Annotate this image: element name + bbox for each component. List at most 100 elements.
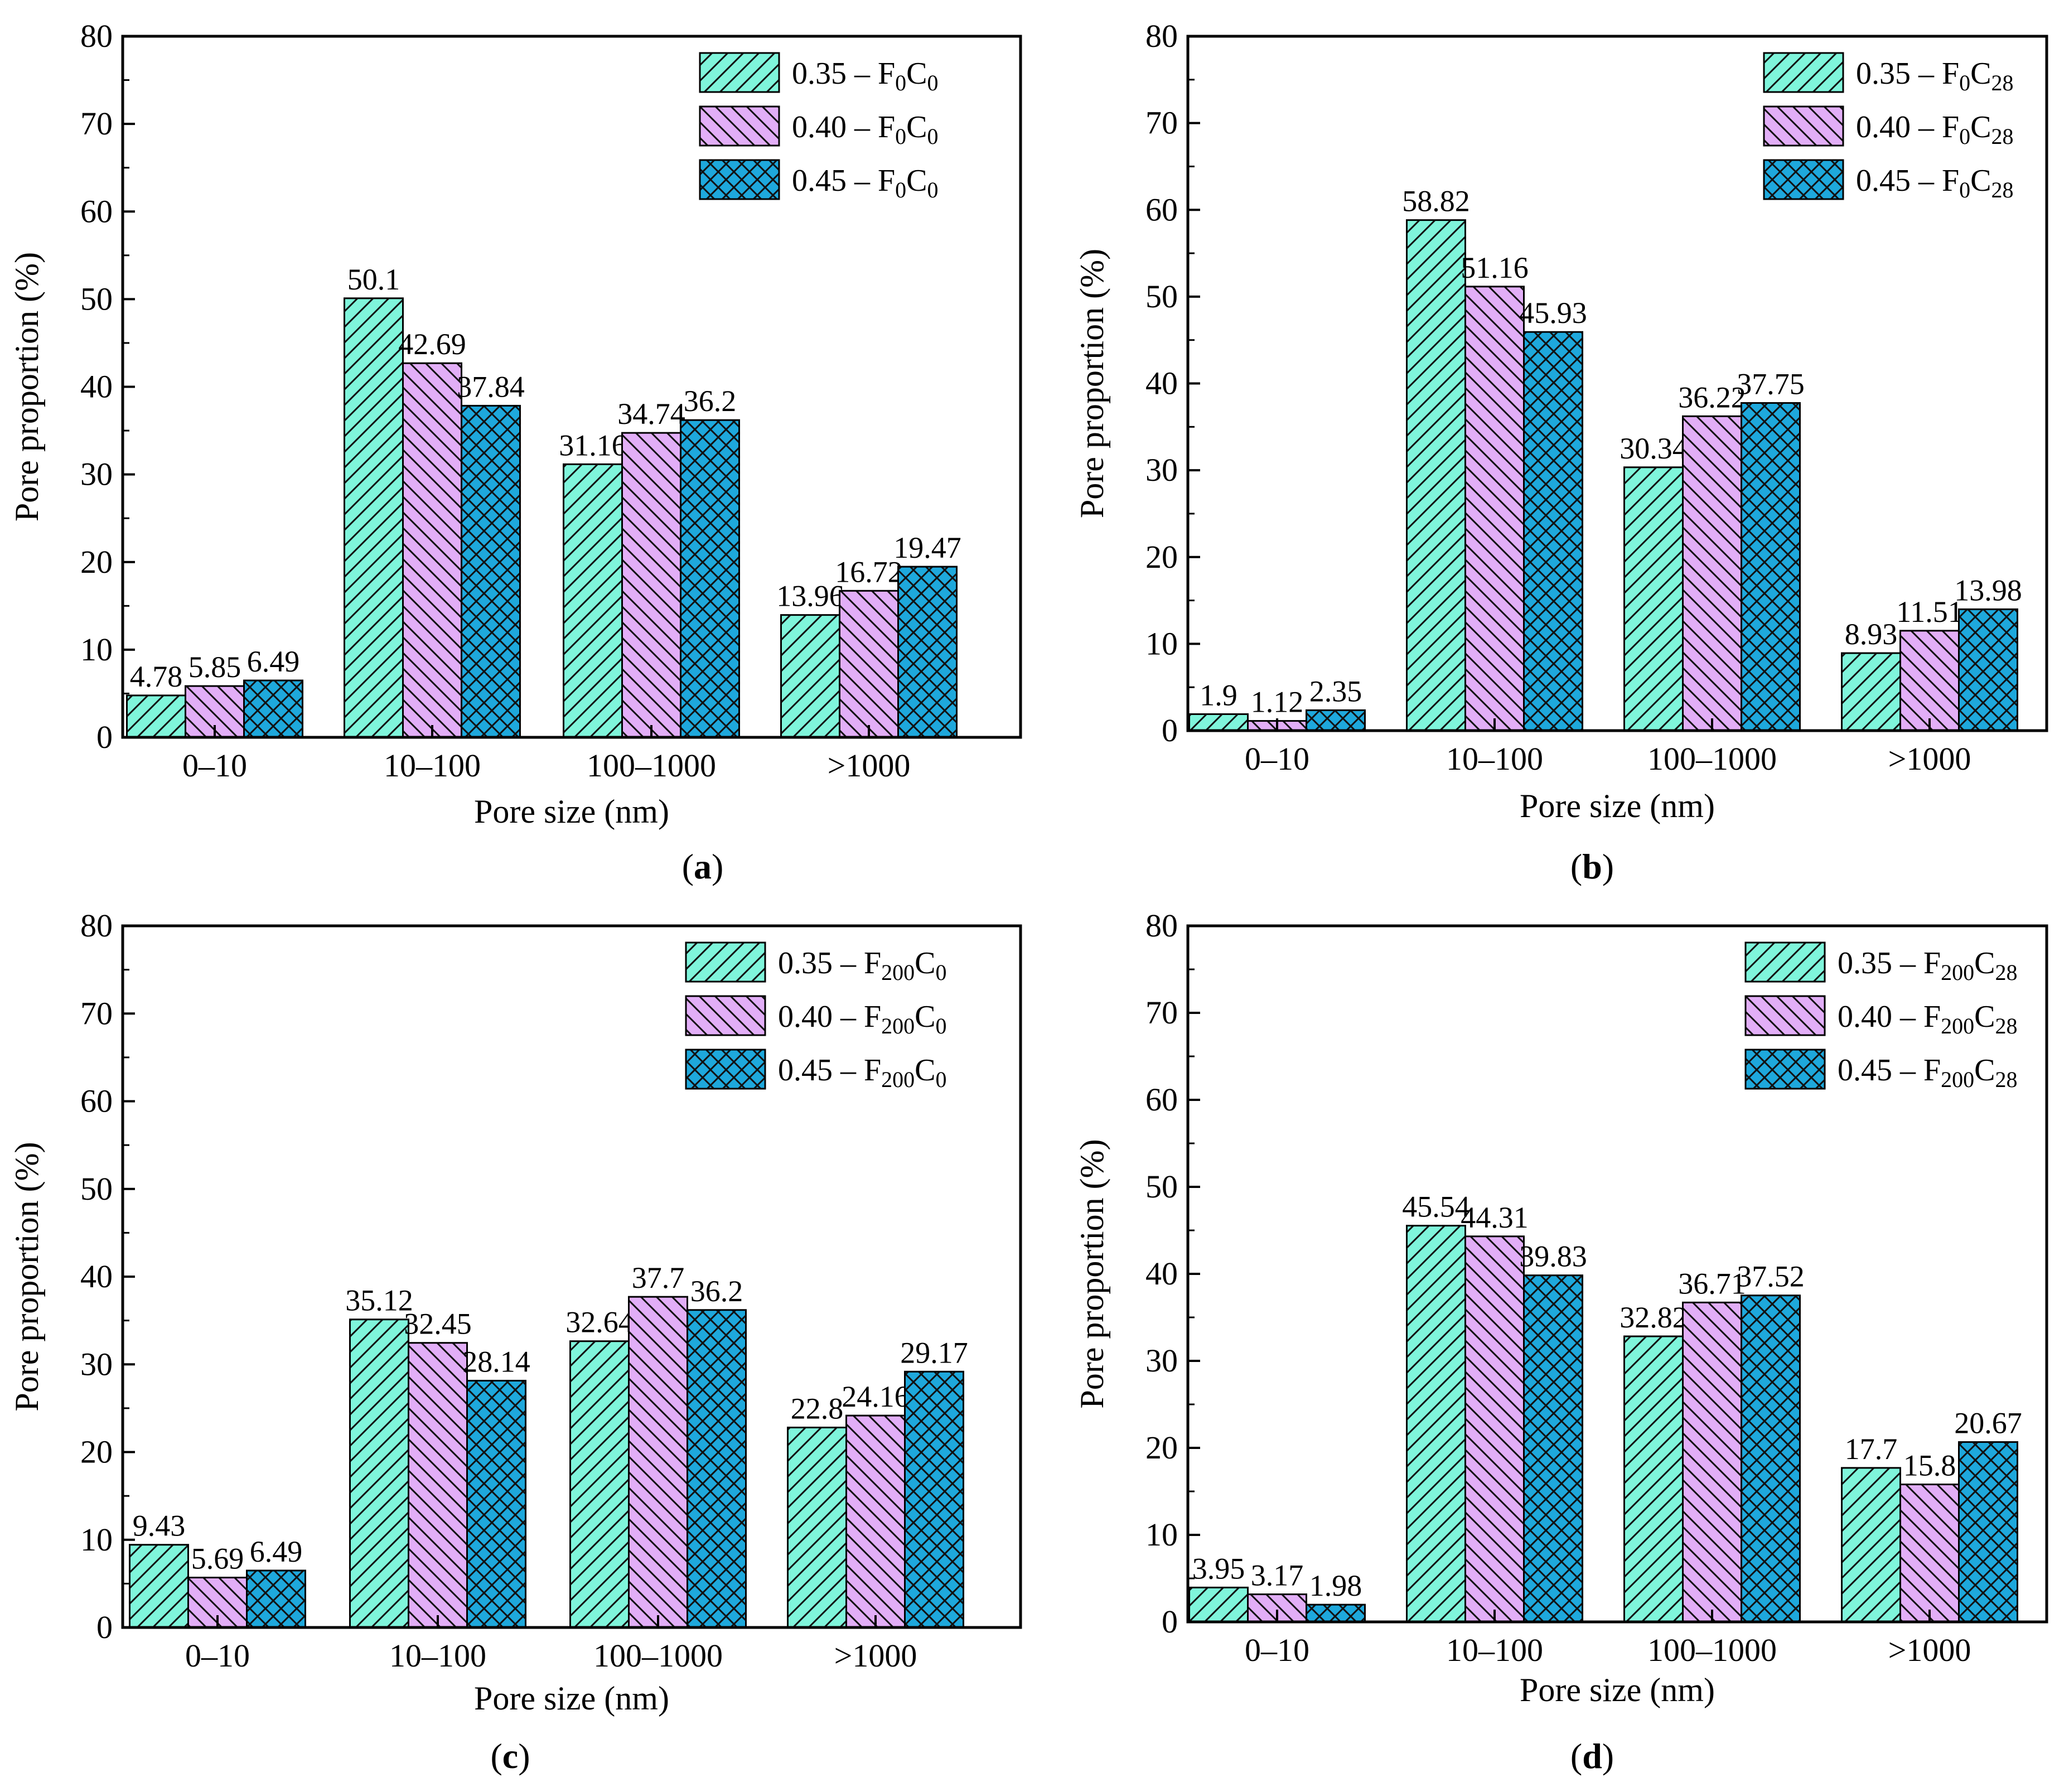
bar-value-label: 50.1 [347,263,400,296]
bar-c-0.40-2 [628,1296,688,1629]
y-tick-label: 0 [1162,712,1178,748]
bar-d-0.45-0 [1306,1603,1366,1623]
bar-d-0.40-3 [1899,1484,1960,1623]
y-tick-label: 0 [96,719,113,755]
legend-entry-0.45: 0.45 – F200C0 [778,1053,947,1092]
chart-panel-c: 9.43 35.12 32.64 22.8 5.69 32.45 37.7 24.16 6.49… [8,907,1022,1776]
bar-a-0.45-2 [680,419,740,738]
bar-d-0.35-3 [1841,1467,1901,1623]
bar-d-0.35-0 [1188,1586,1249,1623]
bar-c-0.40-1 [408,1342,468,1629]
bar-a-0.35-0 [126,694,186,738]
bar-b-0.45-2 [1741,402,1801,732]
bar-value-label: 39.83 [1519,1240,1587,1273]
bar-b-0.40-2 [1682,415,1742,732]
legend: 0.35 – F0C28 0.40 – F0C28 0.45 – F0C28 [1763,52,2014,202]
x-tick-label: 0–10 [182,747,247,784]
legend: 0.35 – F0C0 0.40 – F0C0 0.45 – F0C0 [699,52,939,202]
legend-entry-0.35: 0.35 – F200C28 [1838,946,2018,985]
legend-swatch-0.45 [699,159,780,200]
legend-swatch-0.45 [685,1049,766,1090]
bar-a-0.35-3 [780,614,840,738]
bar-value-label: 9.43 [133,1509,186,1543]
y-tick-label: 40 [1145,365,1178,402]
bar-value-label: 22.8 [791,1392,844,1425]
panel-label: (a) [682,847,724,886]
legend-swatch-0.45 [1763,159,1844,200]
bar-value-label: 45.93 [1519,296,1587,330]
bar-value-label: 29.17 [900,1336,968,1369]
bar-value-label: 13.98 [1954,573,2022,607]
y-tick-label: 50 [80,1171,113,1207]
legend-entry-0.40: 0.40 – F0C0 [792,110,939,149]
legend-entry-0.45: 0.45 – F200C28 [1838,1053,2018,1092]
legend-swatch-0.40 [685,995,766,1036]
bar-value-label: 4.78 [130,660,183,693]
bar-a-0.35-2 [563,463,623,738]
bar-value-label: 37.52 [1737,1260,1805,1293]
legend: 0.35 – F200C28 0.40 – F200C28 0.45 – F200C… [1744,941,2018,1092]
bar-value-label: 36.71 [1678,1267,1746,1300]
bar-b-0.45-3 [1958,608,2018,732]
bar-a-0.45-3 [897,566,958,738]
y-tick-label: 30 [1145,452,1178,488]
y-tick-label: 70 [80,995,113,1031]
x-tick-label: 0–10 [1245,741,1309,777]
y-tick-label: 20 [1145,1429,1178,1466]
bar-value-label: 31.16 [559,428,627,462]
y-tick-label: 30 [1145,1342,1178,1379]
chart-panel-d: 3.95 45.54 32.82 17.7 3.17 44.31 36.71 15.8 1.98… [1074,907,2048,1776]
legend-entry-0.40: 0.40 – F200C0 [778,999,947,1039]
x-tick-label: 100–1000 [1647,1632,1777,1668]
bar-d-0.45-3 [1958,1441,2018,1623]
x-tick-label: 0–10 [185,1638,250,1674]
bar-value-label: 32.64 [565,1306,634,1339]
legend-entry-0.40: 0.40 – F0C28 [1856,110,2014,149]
bar-d-0.40-2 [1682,1301,1742,1623]
bar-value-label: 19.47 [893,531,961,564]
bar-value-label: 3.95 [1192,1552,1245,1585]
y-tick-label: 80 [1145,18,1178,54]
bar-value-label: 36.2 [684,384,737,418]
bar-value-label: 36.2 [690,1274,743,1308]
x-axis-title: Pore size (nm) [474,793,669,830]
y-tick-label: 70 [80,105,113,142]
y-tick-label: 20 [1145,539,1178,575]
x-tick-label: 10–100 [1446,741,1543,777]
bar-a-0.40-1 [402,362,462,738]
bar-a-0.45-1 [461,404,521,738]
bar-value-label: 8.93 [1845,617,1898,651]
legend-entry-0.35: 0.35 – F200C0 [778,946,947,985]
y-tick-label: 60 [80,193,113,229]
x-axis-title: Pore size (nm) [474,1680,669,1717]
panels-group: 4.78 50.1 31.16 13.96 5.85 42.69 34.74 16.72 6.4… [8,18,2048,1776]
bar-value-label: 6.49 [247,645,300,678]
bar-a-0.40-2 [621,432,681,738]
y-tick-label: 60 [80,1083,113,1119]
y-tick-label: 50 [1145,278,1178,315]
y-tick-label: 70 [1145,994,1178,1031]
bar-value-label: 24.16 [842,1380,910,1413]
legend-swatch-0.45 [1744,1049,1826,1090]
bar-d-0.35-1 [1406,1225,1466,1623]
y-tick-label: 10 [80,1521,113,1558]
y-tick-label: 20 [80,1434,113,1470]
bar-value-label: 11.51 [1896,595,1963,629]
bar-b-0.35-1 [1406,219,1466,732]
bar-c-0.45-3 [904,1370,964,1629]
x-axis-title: Pore size (nm) [1520,788,1715,824]
legend-entry-0.35: 0.35 – F0C28 [1856,56,2014,95]
legend-swatch-0.35 [699,52,780,93]
bar-value-label: 44.31 [1461,1201,1529,1234]
panel-label: (c) [490,1736,530,1776]
bar-b-0.40-1 [1464,286,1525,732]
bar-value-label: 2.35 [1309,674,1362,708]
bar-value-label: 34.74 [617,397,685,431]
bar-c-0.40-3 [845,1414,906,1629]
x-tick-label: >1000 [828,747,911,784]
x-tick-label: >1000 [1888,741,1971,777]
x-tick-label: 10–100 [384,747,481,784]
x-tick-label: 100–1000 [593,1638,723,1674]
bar-value-label: 36.22 [1678,380,1746,414]
bar-value-label: 37.75 [1737,368,1805,401]
